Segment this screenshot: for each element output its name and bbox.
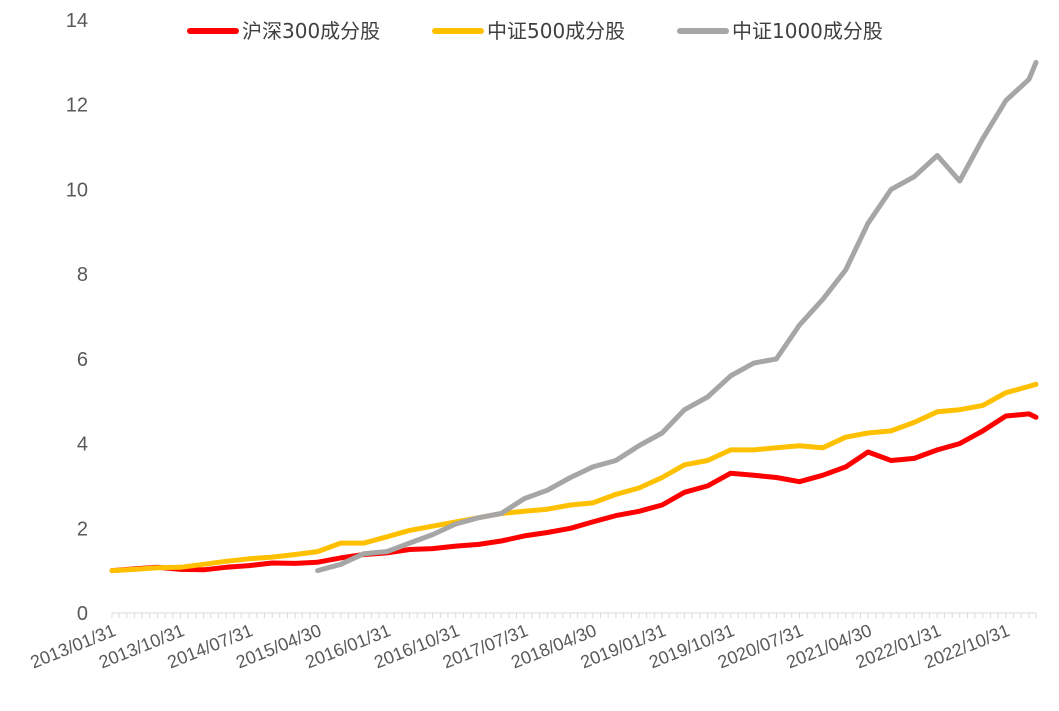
- y-tick-label: 2: [77, 518, 88, 540]
- y-tick-label: 8: [77, 264, 88, 286]
- y-tick-label: 4: [77, 434, 88, 456]
- series-line-2: [315, 59, 1039, 574]
- legend-label-1: 中证500成分股: [487, 19, 625, 43]
- series-line-1: [109, 381, 1039, 574]
- y-tick-label: 14: [66, 10, 88, 32]
- legend-label-0: 沪深300成分股: [242, 19, 380, 43]
- legend: 沪深300成分股 中证500成分股 中证1000成分股: [187, 19, 883, 43]
- y-tick-label: 0: [77, 603, 88, 625]
- y-tick-label: 12: [66, 95, 88, 117]
- y-tick-label: 10: [66, 179, 88, 201]
- legend-label-2: 中证1000成分股: [732, 19, 883, 43]
- series-lines: [109, 59, 1039, 574]
- y-tick-label: 6: [77, 349, 88, 371]
- x-axis-ticks: 2013/01/312013/10/312014/07/312015/04/30…: [27, 613, 1037, 672]
- series-line-0: [109, 411, 1039, 574]
- y-axis-ticks: 0 2 4 6 8 10 12 14: [66, 10, 88, 625]
